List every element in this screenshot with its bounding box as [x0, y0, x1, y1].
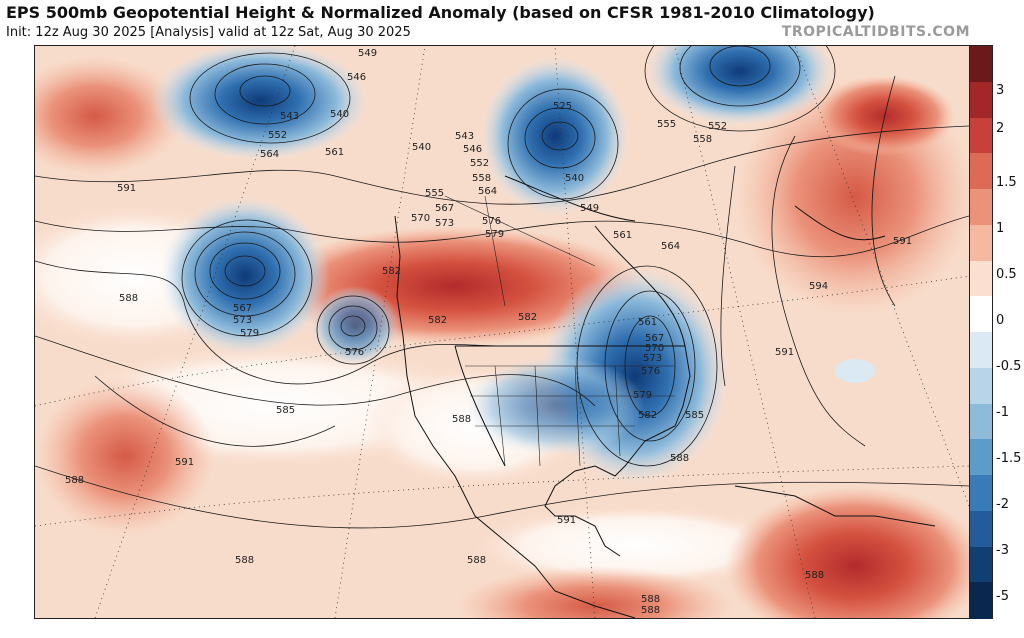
colorbar-label: 2 [996, 121, 1005, 136]
height-label: 549 [580, 203, 599, 214]
height-label: 573 [643, 353, 662, 364]
colorbar-label: -5 [996, 589, 1009, 604]
map-svg: 549 546 543 540 552 564 561 540 543 546 … [35, 46, 969, 618]
height-labels: 549 546 543 540 552 564 561 540 543 546 … [65, 48, 912, 616]
height-label: 582 [638, 410, 657, 421]
height-label: 525 [553, 101, 572, 112]
colorbar-segment [970, 403, 992, 440]
anomaly-colorbar [969, 45, 993, 619]
colorbar-segment [970, 189, 992, 226]
height-label: 588 [65, 475, 84, 486]
colorbar-segment [970, 296, 992, 333]
height-label: 591 [775, 347, 794, 358]
height-label: 591 [557, 515, 576, 526]
height-label: 591 [893, 236, 912, 247]
height-label: 564 [478, 186, 497, 197]
height-label: 585 [685, 410, 704, 421]
height-label: 588 [467, 555, 486, 566]
colorbar-label: 3 [996, 83, 1005, 98]
height-label: 588 [670, 453, 689, 464]
height-label: 582 [518, 312, 537, 323]
height-label: 543 [280, 111, 299, 122]
height-label: 540 [565, 173, 584, 184]
height-label: 540 [412, 142, 431, 153]
colorbar-label: 0.5 [996, 267, 1017, 282]
height-label: 549 [358, 48, 377, 59]
colorbar-segment [970, 367, 992, 404]
colorbar-label: 1 [996, 221, 1005, 236]
height-label: 594 [809, 281, 828, 292]
height-label: 579 [633, 390, 652, 401]
height-label: 588 [641, 605, 660, 616]
height-label: 588 [119, 293, 138, 304]
colorbar-segment [970, 81, 992, 118]
colorbar-segment [970, 332, 992, 369]
height-label: 570 [645, 343, 664, 354]
height-label: 555 [657, 119, 676, 130]
colorbar-label: -1.5 [996, 451, 1022, 466]
height-label: 552 [268, 130, 287, 141]
colorbar-segment [970, 224, 992, 261]
height-label: 588 [452, 414, 471, 425]
height-label: 582 [428, 315, 447, 326]
height-contours [35, 46, 969, 529]
colorbar-segment [970, 153, 992, 190]
height-label: 558 [693, 134, 712, 145]
height-label: 588 [641, 594, 660, 605]
watermark-brand: TROPICALTIDBITS.COM [781, 24, 970, 40]
colorbar-segment [970, 439, 992, 476]
chart-subtitle: Init: 12z Aug 30 2025 [Analysis] valid a… [6, 25, 411, 40]
colorbar-segment [970, 546, 992, 583]
height-label: 561 [613, 230, 632, 241]
height-label: 564 [260, 149, 279, 160]
height-label: 567 [435, 203, 454, 214]
height-label: 588 [235, 555, 254, 566]
colorbar-label: -1 [996, 405, 1009, 420]
colorbar-label: -3 [996, 543, 1009, 558]
colorbar-segment [970, 582, 992, 619]
height-label: 546 [463, 144, 482, 155]
height-label: 552 [470, 158, 489, 169]
height-label: 582 [382, 266, 401, 277]
height-label: 558 [472, 173, 491, 184]
colorbar-label: -0.5 [996, 359, 1022, 374]
height-label: 564 [661, 241, 680, 252]
height-label: 576 [345, 347, 364, 358]
height-label: 591 [175, 457, 194, 468]
height-label: 591 [117, 183, 136, 194]
political-borders [444, 195, 675, 467]
height-label: 573 [435, 218, 454, 229]
height-label: 561 [638, 317, 657, 328]
map-panel: 549 546 543 540 552 564 561 540 543 546 … [34, 45, 970, 619]
height-label: 573 [233, 315, 252, 326]
colorbar-label: 1.5 [996, 175, 1017, 190]
height-label: 555 [425, 188, 444, 199]
height-label: 576 [641, 366, 660, 377]
height-label: 567 [233, 303, 252, 314]
height-label: 540 [330, 109, 349, 120]
height-label: 561 [325, 147, 344, 158]
colorbar-segment [970, 117, 992, 154]
colorbar-label: 0 [996, 313, 1005, 328]
height-label: 576 [482, 216, 501, 227]
colorbar-segment [970, 46, 992, 83]
height-label: 567 [645, 333, 664, 344]
height-label: 570 [411, 213, 430, 224]
height-label: 588 [805, 570, 824, 581]
colorbar-segment [970, 510, 992, 547]
chart-title: EPS 500mb Geopotential Height & Normaliz… [6, 3, 875, 22]
colorbar-label: -2 [996, 497, 1009, 512]
height-label: 543 [455, 131, 474, 142]
coastlines [394, 175, 936, 618]
colorbar-segment [970, 260, 992, 297]
height-label: 579 [485, 229, 504, 240]
height-label: 552 [708, 121, 727, 132]
height-label: 585 [276, 405, 295, 416]
height-label: 546 [347, 72, 366, 83]
height-label: 579 [240, 328, 259, 339]
colorbar-segment [970, 475, 992, 512]
